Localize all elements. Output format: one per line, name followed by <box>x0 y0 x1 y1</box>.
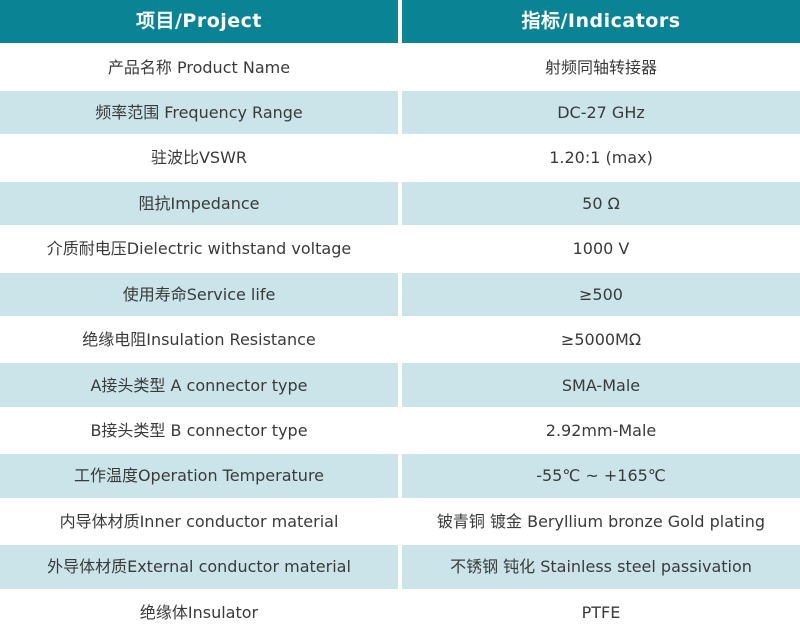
table-cell-project: 使用寿命Service life <box>0 272 398 316</box>
table-cell-project: A接头类型 A connector type <box>0 363 398 407</box>
table-cell-indicator: DC-27 GHz <box>402 90 800 135</box>
indicator-text: DC-27 GHz <box>557 102 645 122</box>
indicator-text: -55℃ ~ +165℃ <box>536 466 666 486</box>
table-cell-indicator: 1000 V <box>402 227 800 271</box>
indicator-text: 2.92mm-Male <box>545 420 657 440</box>
indicator-text: 50 Ω <box>582 193 620 213</box>
table-cell-project: 驻波比VSWR <box>0 136 398 180</box>
table-cell-project: B接头类型 B connector type <box>0 408 398 453</box>
project-text: 使用寿命Service life <box>122 284 276 304</box>
project-text: B接头类型 B connector type <box>90 420 308 440</box>
indicator-text: 射频同轴转接器 <box>544 57 657 77</box>
project-text: 驻波比VSWR <box>150 148 248 168</box>
table-cell-indicator: 射频同轴转接器 <box>402 45 800 89</box>
indicator-text: SMA-Male <box>561 375 641 395</box>
table-cell-project: 绝缘电阻Insulation Resistance <box>0 317 398 362</box>
column-header-project-label: 项目/Project <box>135 10 263 33</box>
table-cell-project: 工作温度Operation Temperature <box>0 454 398 498</box>
column-header-project: 项目/Project <box>0 0 398 44</box>
indicator-text: PTFE <box>581 602 621 622</box>
project-text: 绝缘体Insulator <box>139 602 259 622</box>
column-header-indicators-label: 指标/Indicators <box>521 10 681 33</box>
project-text: 绝缘电阻Insulation Resistance <box>82 330 316 350</box>
project-text: 工作温度Operation Temperature <box>73 466 325 486</box>
table-cell-project: 介质耐电压Dielectric withstand voltage <box>0 227 398 271</box>
project-text: 内导体材质Inner conductor material <box>59 511 339 531</box>
project-text: 频率范围 Frequency Range <box>95 102 303 122</box>
table-cell-project: 内导体材质Inner conductor material <box>0 499 398 544</box>
table-cell-project: 频率范围 Frequency Range <box>0 90 398 135</box>
table-cell-indicator: 铍青铜 镀金 Beryllium bronze Gold plating <box>402 499 800 544</box>
table-cell-project: 外导体材质External conductor material <box>0 545 398 589</box>
table-cell-indicator: 2.92mm-Male <box>402 408 800 453</box>
indicator-text: ≥5000MΩ <box>560 330 642 350</box>
indicator-text: 1000 V <box>572 239 630 259</box>
project-text: A接头类型 A connector type <box>90 375 308 395</box>
project-text: 介质耐电压Dielectric withstand voltage <box>46 239 352 259</box>
table-cell-indicator: SMA-Male <box>402 363 800 407</box>
table-cell-indicator: PTFE <box>402 590 800 634</box>
table-cell-project: 阻抗Impedance <box>0 181 398 226</box>
table-cell-indicator: 1.20:1 (max) <box>402 136 800 180</box>
column-header-indicators: 指标/Indicators <box>402 0 800 44</box>
table-cell-indicator: ≥5000MΩ <box>402 317 800 362</box>
table-cell-project: 绝缘体Insulator <box>0 590 398 634</box>
table-cell-indicator: -55℃ ~ +165℃ <box>402 454 800 498</box>
indicator-text: 1.20:1 (max) <box>549 148 653 168</box>
project-text: 阻抗Impedance <box>138 193 260 213</box>
project-text: 产品名称 Product Name <box>107 57 291 77</box>
table-cell-indicator: 50 Ω <box>402 181 800 226</box>
table-cell-indicator: ≥500 <box>402 272 800 316</box>
project-text: 外导体材质External conductor material <box>47 557 351 577</box>
indicator-text: ≥500 <box>579 284 623 304</box>
table-cell-project: 产品名称 Product Name <box>0 45 398 89</box>
indicator-text: 不锈钢 钝化 Stainless steel passivation <box>450 557 752 577</box>
table-cell-indicator: 不锈钢 钝化 Stainless steel passivation <box>402 545 800 589</box>
indicator-text: 铍青铜 镀金 Beryllium bronze Gold plating <box>436 511 766 531</box>
